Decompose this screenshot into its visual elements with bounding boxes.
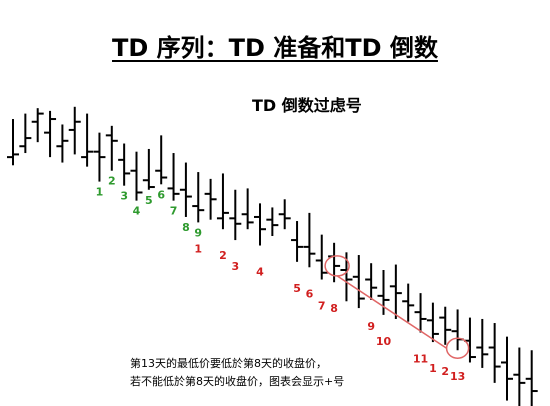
ohlc-bar bbox=[402, 283, 415, 322]
setup-label: 4 bbox=[133, 205, 141, 218]
ohlc-bar bbox=[291, 221, 304, 262]
countdown-label: 7 bbox=[318, 300, 326, 313]
ohlc-bar bbox=[19, 113, 32, 154]
setup-label: 9 bbox=[194, 226, 202, 239]
ohlc-bar bbox=[192, 172, 205, 223]
countdown-label: 2 bbox=[219, 249, 227, 262]
ohlc-bar bbox=[254, 203, 266, 246]
chart-subtitle: TD 倒数过虑号 bbox=[252, 96, 362, 115]
ohlc-bar bbox=[476, 318, 489, 368]
ohlc-bar bbox=[31, 108, 44, 143]
ohlc-bar bbox=[266, 207, 279, 236]
ohlc-bar bbox=[81, 113, 94, 167]
countdown-label: 1 bbox=[429, 362, 437, 375]
ohlc-bar bbox=[426, 302, 439, 343]
ohlc-bar bbox=[93, 132, 106, 182]
ohlc-bar bbox=[451, 309, 464, 351]
ohlc-bar bbox=[439, 306, 452, 345]
ohlc-bar bbox=[241, 188, 254, 230]
ohlc-bar bbox=[179, 162, 192, 217]
setup-label: 1 bbox=[96, 186, 104, 199]
ohlc-bar bbox=[56, 124, 69, 163]
setup-label: 8 bbox=[182, 221, 190, 234]
ohlc-bar bbox=[389, 264, 402, 319]
note-line-2: 若不能低於第8天的收盘价，图表会显示+号 bbox=[130, 375, 345, 388]
ohlc-bar bbox=[44, 110, 57, 158]
setup-label: 7 bbox=[170, 205, 178, 218]
ohlc-bar bbox=[204, 178, 217, 220]
ohlc-bar bbox=[501, 336, 513, 401]
ohlc-bar bbox=[216, 173, 229, 230]
countdown-label: 1 bbox=[194, 242, 202, 255]
setup-label: 3 bbox=[120, 190, 128, 203]
ohlc-bar bbox=[315, 234, 328, 280]
ohlc-bar bbox=[525, 350, 538, 406]
countdown-label: 4 bbox=[256, 266, 264, 279]
comparison-connector bbox=[336, 275, 448, 349]
ohlc-bar bbox=[167, 153, 180, 201]
ohlc-bar bbox=[513, 347, 526, 406]
setup-label: 2 bbox=[108, 175, 116, 188]
ohlc-bar bbox=[414, 293, 427, 333]
countdown-label: 9 bbox=[367, 320, 375, 333]
ohlc-bar bbox=[303, 212, 316, 268]
ohlc-bar bbox=[488, 323, 501, 383]
ohlc-bar bbox=[130, 151, 143, 201]
countdown-label: 3 bbox=[231, 260, 239, 273]
ohlc-bar bbox=[352, 255, 365, 309]
ohlc-bar bbox=[155, 135, 168, 185]
ohlc-bar bbox=[142, 148, 155, 190]
setup-label: 6 bbox=[157, 188, 165, 201]
setup-label: 5 bbox=[145, 194, 153, 207]
note-text: 第13天的最低价要低於第8天的收盘价， 若不能低於第8天的收盘价，图表会显示+号 bbox=[130, 355, 430, 391]
ohlc-bar bbox=[118, 143, 131, 186]
annotation-layer bbox=[324, 255, 470, 359]
note-line-1: 第13天的最低价要低於第8天的收盘价， bbox=[130, 357, 327, 370]
ohlc-bar bbox=[68, 106, 81, 155]
countdown-label: 13 bbox=[450, 370, 465, 383]
chart-title: TD 序列：TD 准备和TD 倒数 bbox=[112, 34, 438, 62]
ohlc-bar bbox=[365, 263, 378, 300]
countdown-label: 5 bbox=[293, 282, 301, 295]
countdown-label: 2 bbox=[441, 365, 449, 378]
ohlc-bar bbox=[229, 189, 242, 241]
countdown-label: 6 bbox=[306, 287, 314, 300]
countdown-label: 11 bbox=[413, 353, 428, 366]
ohlc-bar bbox=[7, 119, 19, 166]
countdown-label: 8 bbox=[330, 302, 338, 315]
ohlc-bar bbox=[377, 270, 390, 315]
ohlc-bar bbox=[105, 125, 118, 171]
ohlc-bar bbox=[278, 199, 291, 230]
countdown-label: 10 bbox=[376, 335, 392, 348]
